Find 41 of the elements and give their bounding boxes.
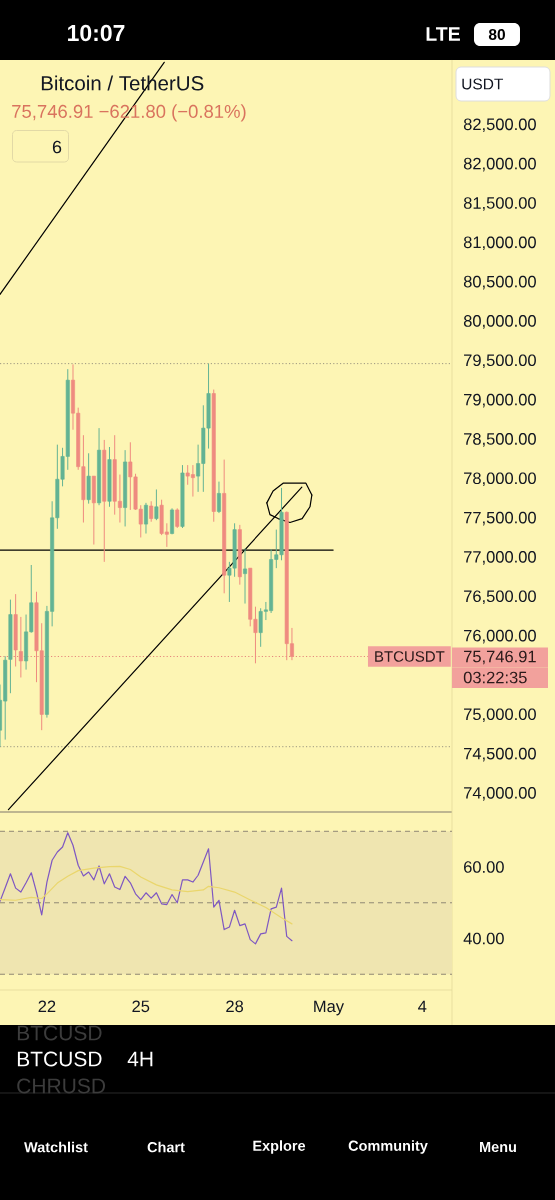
x-tick-label: 22 bbox=[38, 1000, 56, 1012]
y-tick-label: 81,500.00 bbox=[463, 197, 536, 211]
x-tick-label: 4 bbox=[418, 1000, 427, 1012]
y-tick-label: 82,500.00 bbox=[463, 118, 536, 133]
y-tick-label: 79,500.00 bbox=[464, 354, 536, 369]
text: Community bbox=[348, 1140, 428, 1154]
y-tick-label: 80,500.00 bbox=[463, 275, 536, 290]
text: 75,746.91 bbox=[464, 650, 536, 665]
text: Explore bbox=[253, 1140, 306, 1154]
y-tick-label: 77,500.00 bbox=[464, 511, 536, 526]
ref-line-label: BTCUSDT bbox=[375, 651, 445, 662]
text: CHRUSD bbox=[17, 1078, 106, 1094]
text: Menu bbox=[480, 1141, 516, 1153]
y-tick-label: 80,000.00 bbox=[463, 315, 536, 329]
text: Chart bbox=[147, 1141, 185, 1153]
text: Watchlist bbox=[24, 1141, 88, 1153]
y-tick-label: 79,000.00 bbox=[464, 393, 536, 408]
y-tick-label: 81,000.00 bbox=[463, 236, 536, 251]
y-tick-label: 74,000.00 bbox=[464, 787, 536, 801]
y-tick-label: 77,000.00 bbox=[464, 551, 536, 565]
y-tick-label: 40.00 bbox=[463, 932, 504, 945]
text: 03:22:35 bbox=[463, 671, 527, 684]
text: LTE bbox=[426, 27, 460, 41]
text: 10:07 bbox=[68, 24, 125, 42]
y-tick-label: 82,000.00 bbox=[463, 157, 536, 172]
y-tick-label: 75,000.00 bbox=[464, 708, 536, 723]
y-tick-label: 60.00 bbox=[464, 861, 504, 873]
text: USDT bbox=[462, 78, 504, 90]
x-tick-label: 25 bbox=[132, 1000, 150, 1013]
y-tick-label: 78,500.00 bbox=[464, 433, 536, 447]
y-tick-label: 76,500.00 bbox=[464, 590, 536, 605]
y-tick-label: 78,000.00 bbox=[464, 472, 536, 487]
text: BTCUSD bbox=[17, 1025, 102, 1041]
text: 4H bbox=[127, 1051, 153, 1067]
x-tick-label: May bbox=[314, 1000, 344, 1016]
text: BTCUSD bbox=[17, 1051, 102, 1067]
y-tick-label: 76,000.00 bbox=[464, 629, 536, 644]
y-tick-label: 74,500.00 bbox=[464, 747, 536, 762]
annotation: 6 bbox=[52, 140, 62, 154]
x-tick-label: 28 bbox=[226, 1000, 244, 1013]
text: 80 bbox=[488, 29, 505, 40]
